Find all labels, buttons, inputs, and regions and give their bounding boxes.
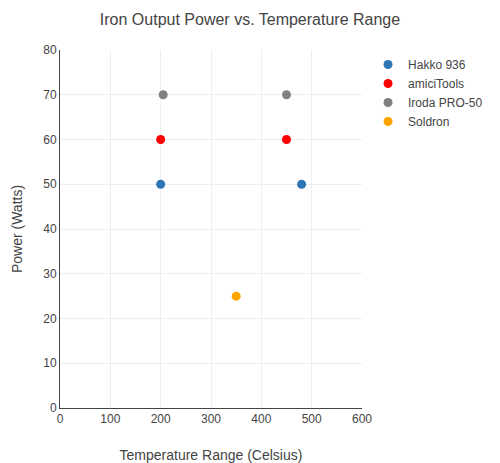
svg-text:amiciTools: amiciTools bbox=[408, 77, 464, 91]
svg-text:500: 500 bbox=[302, 412, 322, 426]
svg-text:10: 10 bbox=[43, 356, 57, 370]
svg-text:60: 60 bbox=[43, 133, 57, 147]
svg-text:100: 100 bbox=[100, 412, 120, 426]
svg-text:30: 30 bbox=[43, 267, 57, 281]
svg-text:0: 0 bbox=[57, 412, 64, 426]
svg-text:300: 300 bbox=[201, 412, 221, 426]
svg-text:Iron Output Power vs. Temperat: Iron Output Power vs. Temperature Range bbox=[100, 11, 400, 28]
svg-text:50: 50 bbox=[43, 177, 57, 191]
svg-text:200: 200 bbox=[151, 412, 171, 426]
svg-text:40: 40 bbox=[43, 222, 57, 236]
svg-text:400: 400 bbox=[251, 412, 271, 426]
svg-text:Soldron: Soldron bbox=[408, 115, 449, 129]
svg-text:Power (Watts): Power (Watts) bbox=[9, 185, 25, 273]
svg-text:20: 20 bbox=[43, 312, 57, 326]
svg-text:Temperature Range (Celsius): Temperature Range (Celsius) bbox=[120, 447, 303, 463]
svg-text:600: 600 bbox=[352, 412, 372, 426]
svg-text:Hakko 936: Hakko 936 bbox=[408, 58, 466, 72]
svg-text:0: 0 bbox=[50, 401, 57, 415]
svg-text:80: 80 bbox=[43, 43, 57, 57]
svg-text:Iroda PRO-50: Iroda PRO-50 bbox=[408, 96, 482, 110]
svg-text:70: 70 bbox=[43, 88, 57, 102]
